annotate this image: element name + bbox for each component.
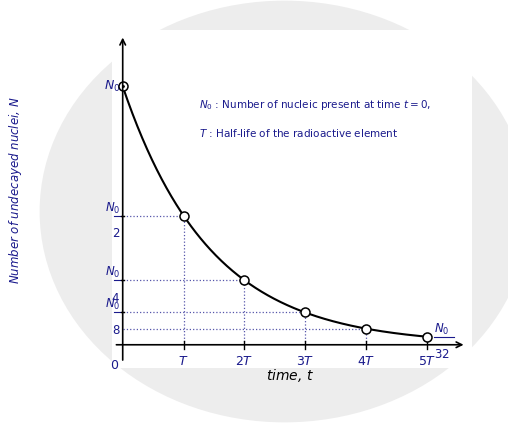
Text: time, $t$: time, $t$ [266, 367, 314, 384]
Text: $32$: $32$ [434, 348, 450, 361]
Text: $T$ : Half-life of the radioactive element: $T$ : Half-life of the radioactive eleme… [199, 127, 398, 139]
Text: $2T$: $2T$ [235, 355, 253, 368]
Text: $8$: $8$ [112, 324, 120, 337]
Text: $N_0$: $N_0$ [105, 297, 120, 313]
Text: $N_0$: $N_0$ [105, 201, 120, 216]
Text: $N_0$: $N_0$ [104, 79, 120, 94]
Text: $2$: $2$ [112, 227, 120, 240]
Text: $0$: $0$ [110, 359, 119, 372]
Text: $4T$: $4T$ [357, 355, 375, 368]
Text: $5T$: $5T$ [418, 355, 436, 368]
Text: $N_0$: $N_0$ [434, 321, 450, 337]
Text: $4$: $4$ [111, 292, 120, 305]
Text: Number of undecayed nuclei, $N$: Number of undecayed nuclei, $N$ [7, 96, 24, 284]
Text: $N_0$ : Number of nucleic present at time $t = 0$,: $N_0$ : Number of nucleic present at tim… [199, 98, 431, 112]
Text: $T$: $T$ [178, 355, 189, 368]
Text: $3T$: $3T$ [296, 355, 314, 368]
Text: $N_0$: $N_0$ [105, 265, 120, 280]
